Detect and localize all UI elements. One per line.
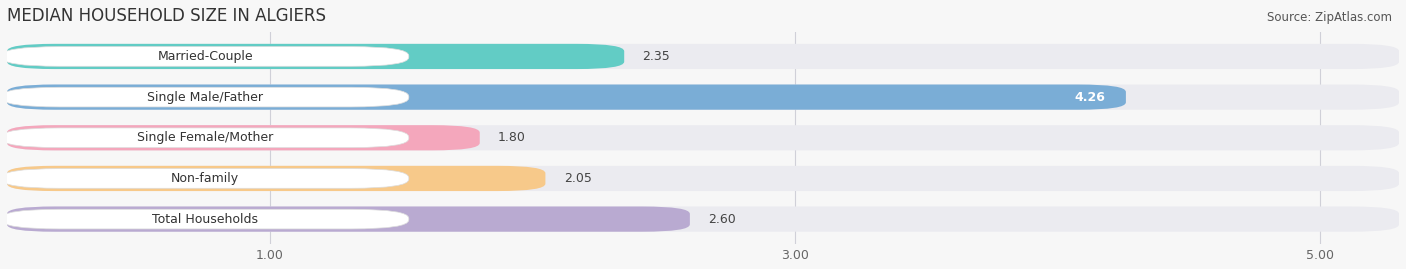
FancyBboxPatch shape [7, 207, 1399, 232]
Text: Single Male/Father: Single Male/Father [148, 91, 263, 104]
FancyBboxPatch shape [7, 166, 1399, 191]
Text: Single Female/Mother: Single Female/Mother [138, 131, 273, 144]
Text: 2.60: 2.60 [709, 213, 735, 226]
FancyBboxPatch shape [7, 166, 546, 191]
FancyBboxPatch shape [7, 125, 1399, 150]
Text: Source: ZipAtlas.com: Source: ZipAtlas.com [1267, 11, 1392, 24]
Text: 2.05: 2.05 [564, 172, 592, 185]
FancyBboxPatch shape [7, 44, 624, 69]
Text: Married-Couple: Married-Couple [157, 50, 253, 63]
FancyBboxPatch shape [7, 207, 690, 232]
Text: Non-family: Non-family [172, 172, 239, 185]
FancyBboxPatch shape [7, 44, 1399, 69]
Text: Total Households: Total Households [152, 213, 259, 226]
Text: MEDIAN HOUSEHOLD SIZE IN ALGIERS: MEDIAN HOUSEHOLD SIZE IN ALGIERS [7, 7, 326, 25]
FancyBboxPatch shape [7, 84, 1399, 110]
FancyBboxPatch shape [7, 125, 479, 150]
FancyBboxPatch shape [1, 209, 409, 229]
FancyBboxPatch shape [1, 47, 409, 66]
FancyBboxPatch shape [1, 169, 409, 188]
FancyBboxPatch shape [7, 84, 1126, 110]
FancyBboxPatch shape [1, 128, 409, 148]
Text: 2.35: 2.35 [643, 50, 671, 63]
Text: 1.80: 1.80 [498, 131, 526, 144]
FancyBboxPatch shape [1, 87, 409, 107]
Text: 4.26: 4.26 [1074, 91, 1105, 104]
